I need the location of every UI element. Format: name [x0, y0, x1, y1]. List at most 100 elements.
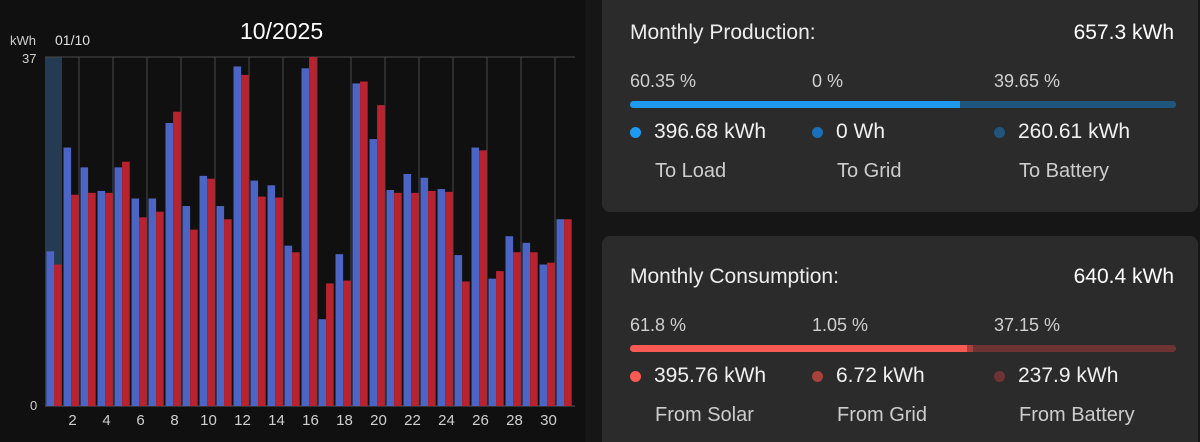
chart-bar	[156, 211, 164, 406]
chart-bar	[335, 254, 344, 406]
production-total: 657.3 kWh	[1073, 21, 1174, 44]
chart-bar	[275, 197, 283, 406]
chart-bar	[471, 147, 480, 407]
production-percent-battery: 39.65 %	[994, 71, 1061, 91]
chart-bar	[513, 252, 521, 406]
chart-bar	[114, 167, 123, 406]
consumption-split-bar	[630, 345, 1176, 352]
chart-bar	[556, 219, 565, 406]
chart-bar	[403, 173, 412, 406]
from-solar-label: From Solar	[655, 404, 754, 426]
from-battery-dot-icon	[994, 371, 1005, 382]
to-load-label: To Load	[655, 160, 727, 182]
chart-bar	[258, 196, 266, 406]
chart-bar	[496, 271, 504, 406]
chart-bar	[411, 192, 419, 406]
chart-month-title[interactable]: 10/2025	[240, 18, 324, 44]
from-battery-value: 237.9 kWh	[1018, 364, 1119, 387]
x-tick-label: 2	[68, 412, 76, 429]
to-battery-value: 260.61 kWh	[1018, 120, 1131, 143]
chart-bar	[564, 219, 572, 406]
chart-bar	[250, 180, 259, 406]
chart-bar	[522, 242, 531, 406]
x-tick-label: 30	[540, 412, 557, 429]
chart-bar	[369, 139, 378, 406]
chart-bar	[505, 236, 514, 406]
x-tick-label: 6	[136, 412, 144, 429]
chart-bar	[530, 252, 538, 406]
chart-bar	[301, 68, 310, 406]
chart-bar	[377, 105, 385, 407]
chart-bar	[148, 198, 157, 406]
chart-bar	[139, 217, 147, 406]
x-tick-label: 16	[302, 412, 319, 429]
chart-bar	[343, 280, 351, 406]
to-grid-dot-icon	[812, 127, 823, 138]
x-tick-label: 22	[404, 412, 421, 429]
from-grid-dot-icon	[812, 371, 823, 382]
chart-bar	[63, 147, 72, 407]
to-load-dot-icon	[630, 127, 641, 138]
from-battery-label: From Battery	[1019, 404, 1135, 426]
chart-bar	[539, 264, 548, 406]
x-tick-label: 12	[234, 412, 251, 429]
chart-bar	[454, 255, 463, 406]
monthly-consumption-card: Monthly Consumption: 640.4 kWh 61.8 % 1.…	[602, 236, 1198, 442]
chart-bar	[267, 185, 276, 406]
chart-bar	[420, 177, 429, 406]
chart-bar	[105, 192, 113, 406]
consumption-title: Monthly Consumption:	[630, 265, 839, 288]
chart-bar	[165, 123, 174, 406]
daily-energy-bar-chart[interactable]: 2 4 6 8 10 12 14 16 18 20 22 24 26 28 30	[0, 0, 585, 442]
from-solar-dot-icon	[630, 371, 641, 382]
production-percent-grid: 0 %	[812, 71, 844, 91]
chart-bar	[54, 264, 62, 406]
to-grid-label: To Grid	[837, 160, 902, 182]
split-bar-segment	[973, 345, 1176, 352]
chart-bar	[97, 190, 106, 406]
x-tick-label: 18	[336, 412, 353, 429]
consumption-percent-battery: 37.15 %	[994, 315, 1061, 335]
from-solar-value: 395.76 kWh	[654, 364, 767, 387]
chart-bar	[71, 194, 79, 406]
split-bar-segment	[967, 345, 974, 352]
x-tick-label: 26	[472, 412, 489, 429]
from-grid-value: 6.72 kWh	[836, 364, 925, 387]
chart-bar	[80, 167, 89, 406]
chart-bar	[352, 83, 361, 406]
chart-bar	[241, 74, 249, 407]
monthly-production-card: Monthly Production: 657.3 kWh 60.35 % 0 …	[602, 0, 1198, 212]
to-battery-dot-icon	[994, 127, 1005, 138]
chart-bar	[224, 219, 232, 406]
chart-bar	[122, 161, 130, 406]
chart-bar	[445, 191, 453, 406]
chart-bar	[190, 229, 198, 406]
chart-unit-label: kWh	[10, 33, 36, 48]
production-title: Monthly Production:	[630, 21, 816, 44]
chart-bar	[309, 57, 317, 406]
from-grid-label: From Grid	[837, 404, 927, 426]
chart-bar	[207, 178, 215, 406]
x-tick-label: 20	[370, 412, 387, 429]
selected-day-label: 01/10	[55, 32, 91, 48]
y-axis-min-label: 0	[30, 398, 38, 413]
to-load-value: 396.68 kWh	[654, 120, 767, 143]
chart-bar	[479, 150, 487, 406]
chart-bar	[386, 190, 395, 406]
chart-bar	[326, 283, 334, 406]
chart-bar	[173, 111, 181, 407]
chart-bar	[428, 190, 436, 406]
y-axis-max-label: 37	[22, 51, 37, 66]
to-grid-value: 0 Wh	[836, 120, 886, 143]
split-bar-segment	[630, 101, 960, 108]
chart-bar	[318, 319, 327, 406]
consumption-percent-solar: 61.8 %	[630, 315, 687, 335]
production-percent-load: 60.35 %	[630, 71, 697, 91]
x-tick-label: 4	[102, 412, 110, 429]
chart-bar	[199, 175, 208, 406]
consumption-percent-grid: 1.05 %	[812, 315, 869, 335]
chart-bar	[394, 192, 402, 406]
chart-bar	[216, 206, 225, 406]
chart-bar	[437, 189, 446, 406]
x-tick-label: 28	[506, 412, 523, 429]
